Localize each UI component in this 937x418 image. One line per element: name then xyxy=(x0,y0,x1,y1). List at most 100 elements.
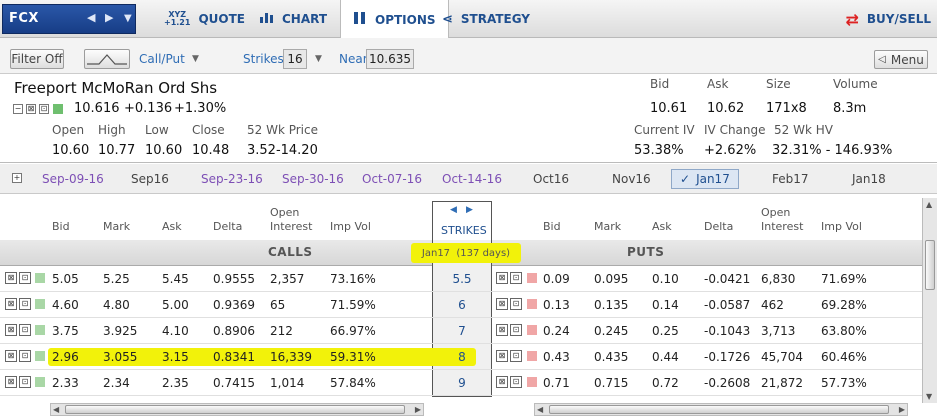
col-header[interactable]: Open Interest xyxy=(270,206,313,233)
scroll-right-icon[interactable]: ▶ xyxy=(414,405,421,414)
scrollbar-thumb[interactable] xyxy=(65,405,405,414)
col-header[interactable]: Delta xyxy=(704,220,734,233)
expiry-tab[interactable]: Sep-30-16 xyxy=(282,172,344,186)
next-symbol-icon[interactable]: ▶ xyxy=(105,11,114,24)
expiry-tab[interactable]: Jan18 xyxy=(852,172,886,186)
col-header[interactable]: Bid xyxy=(52,220,70,233)
put-ask[interactable]: 0.14 xyxy=(652,298,679,312)
col-header[interactable]: Imp Vol xyxy=(330,220,371,233)
call-bid[interactable]: 2.96 xyxy=(52,350,79,364)
expiry-tab[interactable]: Sep16 xyxy=(131,172,169,186)
trade-icon[interactable]: ⊠ xyxy=(496,350,508,362)
tab-options[interactable]: OPTIONS xyxy=(340,0,449,39)
chevron-down-icon[interactable]: ▼ xyxy=(315,54,322,64)
near-price-field[interactable]: 10.635 xyxy=(366,49,414,69)
tab-strategy[interactable]: ⋖ STRATEGY xyxy=(442,0,530,38)
scroll-up-icon[interactable]: ▲ xyxy=(926,200,933,209)
expiry-tab[interactable]: Feb17 xyxy=(772,172,809,186)
chart-icon[interactable]: ⊡ xyxy=(19,350,31,362)
col-header[interactable]: Bid xyxy=(543,220,561,233)
tab-quote[interactable]: XYZ +1.21 QUOTE xyxy=(164,0,245,38)
put-bid[interactable]: 0.71 xyxy=(543,376,570,390)
chart-icon[interactable]: ⊡ xyxy=(19,376,31,388)
prev-symbol-icon[interactable]: ◀ xyxy=(87,11,96,24)
expiry-tab[interactable]: Oct-14-16 xyxy=(442,172,502,186)
chevron-down-icon[interactable]: ▼ xyxy=(192,54,199,64)
col-header[interactable]: Mark xyxy=(103,220,131,233)
menu-button[interactable]: ◁ Menu xyxy=(874,50,928,69)
scroll-left-icon[interactable]: ◀ xyxy=(53,405,60,414)
chart-icon[interactable]: ⊡ xyxy=(39,104,49,114)
put-ask[interactable]: 0.25 xyxy=(652,324,679,338)
call-ask[interactable]: 3.15 xyxy=(162,350,189,364)
call-ask[interactable]: 2.35 xyxy=(162,376,189,390)
trade-icon[interactable]: ⊠ xyxy=(5,376,17,388)
call-bid[interactable]: 3.75 xyxy=(52,324,79,338)
vertical-scrollbar[interactable]: ▲ ▼ xyxy=(922,198,937,403)
trade-icon[interactable]: ⊠ xyxy=(5,298,17,310)
put-bid[interactable]: 0.13 xyxy=(543,298,570,312)
call-ask[interactable]: 5.00 xyxy=(162,298,189,312)
col-header[interactable]: Ask xyxy=(162,220,182,233)
trade-icon[interactable]: ⊠ xyxy=(5,324,17,336)
trade-icon[interactable]: ⊠ xyxy=(26,104,36,114)
put-ask[interactable]: 0.44 xyxy=(652,350,679,364)
buy-sell-button[interactable]: ⇄ BUY/SELL xyxy=(845,0,931,38)
call-put-graph-icon[interactable] xyxy=(84,49,130,69)
expand-icon[interactable]: + xyxy=(12,173,22,183)
col-header[interactable]: Mark xyxy=(594,220,622,233)
expiry-tab[interactable]: Nov16 xyxy=(612,172,651,186)
put-ask[interactable]: 0.72 xyxy=(652,376,679,390)
scrollbar-thumb[interactable] xyxy=(549,405,889,414)
puts-horizontal-scrollbar[interactable]: ◀ ▶ xyxy=(534,403,908,416)
call-bid[interactable]: 2.33 xyxy=(52,376,79,390)
table-row[interactable]: ⊠ ⊡ 3.75 3.925 4.10 0.8906 212 66.97% 7 … xyxy=(0,318,922,344)
collapse-icon[interactable]: − xyxy=(13,104,23,114)
expiry-tab[interactable]: Sep-23-16 xyxy=(201,172,263,186)
tab-chart[interactable]: CHART xyxy=(260,0,327,38)
chart-icon[interactable]: ⊡ xyxy=(19,272,31,284)
scroll-down-icon[interactable]: ▼ xyxy=(926,392,933,401)
filter-button[interactable]: Filter Off xyxy=(10,49,64,69)
expiry-tab[interactable]: Oct16 xyxy=(533,172,570,186)
put-bid[interactable]: 0.24 xyxy=(543,324,570,338)
trade-icon[interactable]: ⊠ xyxy=(5,272,17,284)
call-bid[interactable]: 4.60 xyxy=(52,298,79,312)
chart-icon[interactable]: ⊡ xyxy=(19,298,31,310)
scroll-left-icon[interactable]: ◀ xyxy=(537,405,544,414)
symbol-selector[interactable]: FCX ◀ ▶ ▼ xyxy=(2,4,136,34)
chart-icon[interactable]: ⊡ xyxy=(19,324,31,336)
chevron-down-icon[interactable]: ▼ xyxy=(124,13,132,24)
call-ask[interactable]: 4.10 xyxy=(162,324,189,338)
col-header[interactable]: Ask xyxy=(652,220,672,233)
scrollbar-thumb[interactable] xyxy=(925,240,935,290)
trade-icon[interactable]: ⊠ xyxy=(496,324,508,336)
put-bid[interactable]: 0.09 xyxy=(543,272,570,286)
trade-icon[interactable]: ⊠ xyxy=(496,298,508,310)
call-bid[interactable]: 5.05 xyxy=(52,272,79,286)
table-row[interactable]: ⊠ ⊡ 4.60 4.80 5.00 0.9369 65 71.59% 6 ⊠ … xyxy=(0,292,922,318)
strikes-count-field[interactable]: 16 xyxy=(283,49,307,69)
trade-icon[interactable]: ⊠ xyxy=(5,350,17,362)
table-row[interactable]: ⊠ ⊡ 2.96 3.055 3.15 0.8341 16,339 59.31%… xyxy=(0,344,922,370)
call-put-select[interactable]: Call/Put xyxy=(139,52,185,66)
trade-icon[interactable]: ⊠ xyxy=(496,376,508,388)
expiry-tab[interactable]: Oct-07-16 xyxy=(362,172,422,186)
calls-horizontal-scrollbar[interactable]: ◀ ▶ xyxy=(50,403,424,416)
chart-icon[interactable]: ⊡ xyxy=(510,376,522,388)
col-header[interactable]: Delta xyxy=(213,220,243,233)
chart-icon[interactable]: ⊡ xyxy=(510,272,522,284)
call-ask[interactable]: 5.45 xyxy=(162,272,189,286)
chart-icon[interactable]: ⊡ xyxy=(510,324,522,336)
trade-icon[interactable]: ⊠ xyxy=(496,272,508,284)
col-header[interactable]: Open Interest xyxy=(761,206,804,233)
expiry-tab-selected[interactable]: ✓ Jan17 xyxy=(671,169,739,189)
table-row[interactable]: ⊠ ⊡ 2.33 2.34 2.35 0.7415 1,014 57.84% 9… xyxy=(0,370,922,396)
strikes-scroll-left-icon[interactable]: ◀ xyxy=(450,205,457,215)
scroll-right-icon[interactable]: ▶ xyxy=(898,405,905,414)
chart-icon[interactable]: ⊡ xyxy=(510,350,522,362)
col-header[interactable]: Imp Vol xyxy=(821,220,862,233)
expiry-tab[interactable]: Sep-09-16 xyxy=(42,172,104,186)
put-bid[interactable]: 0.43 xyxy=(543,350,570,364)
table-row[interactable]: ⊠ ⊡ 5.05 5.25 5.45 0.9555 2,357 73.16% 5… xyxy=(0,266,922,292)
